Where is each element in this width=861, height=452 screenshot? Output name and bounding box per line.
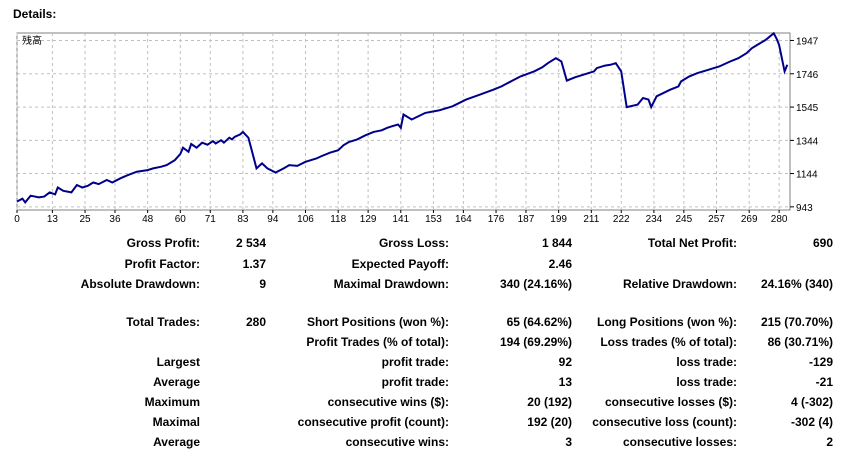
x-tick-label: 0 [14, 214, 20, 225]
x-tick-label: 106 [297, 214, 314, 225]
max-consecutive-losses-value: 4 (-302) [790, 395, 833, 409]
maximal-consecutive-profit-label: consecutive profit (count): [297, 415, 449, 429]
loss-trades-label: Loss trades (% of total): [600, 335, 737, 349]
expected-payoff-value: 2.46 [548, 257, 572, 271]
loss-trades-value: 86 (30.71%) [767, 335, 833, 349]
balance-chart: 残高 943 1144 1344 1545 1746 1947 0 13 25 36 48 60 71… [14, 31, 819, 225]
total-trades-label: Total Trades: [126, 315, 200, 329]
total-trades-value: 280 [245, 315, 266, 329]
details-title: Details: [13, 7, 57, 21]
average-loss-trade-value: -21 [815, 375, 833, 389]
x-tick-label: 83 [237, 214, 249, 225]
gross-loss-label: Gross Loss: [378, 236, 449, 250]
max-consecutive-wins-value: 20 (192) [527, 395, 572, 409]
absolute-drawdown-label: Absolute Drawdown: [80, 277, 200, 291]
profit-trades-value: 194 (69.29%) [499, 335, 572, 349]
x-tick-label: 71 [205, 214, 217, 225]
max-consecutive-losses-label: consecutive losses ($): [604, 395, 737, 409]
absolute-drawdown-value: 9 [259, 277, 266, 291]
maximal-consecutive-loss-label: consecutive loss (count): [592, 415, 737, 429]
x-tick-label: 187 [518, 214, 535, 225]
short-positions-value: 65 (64.62%) [506, 315, 572, 329]
expected-payoff-label: Expected Payoff: [351, 257, 449, 271]
average-profit-trade-label: profit trade: [381, 375, 449, 389]
x-tick-label: 141 [392, 214, 409, 225]
largest-profit-trade-label: profit trade: [381, 355, 449, 369]
row-average-consecutive-label: Average [153, 435, 200, 449]
average-consecutive-losses-label: consecutive losses: [622, 435, 737, 449]
total-net-profit-label: Total Net Profit: [647, 236, 737, 250]
x-tick-label: 36 [109, 214, 121, 225]
gross-profit-label: Gross Profit: [126, 236, 200, 250]
maximal-consecutive-profit-value: 192 (20) [527, 415, 572, 429]
y-tick-label: 1947 [796, 36, 819, 47]
relative-drawdown-value: 24.16% (340) [760, 277, 833, 291]
profit-factor-value: 1.37 [242, 257, 266, 271]
x-tick-label: 13 [47, 214, 59, 225]
largest-profit-trade-value: 92 [558, 355, 572, 369]
largest-loss-trade-label: loss trade: [676, 355, 737, 369]
gross-profit-value: 2 534 [235, 236, 266, 250]
row-average-label: Average [153, 375, 200, 389]
average-profit-trade-value: 13 [558, 375, 572, 389]
maximal-drawdown-value: 340 (24.16%) [499, 277, 572, 291]
x-tick-label: 118 [330, 214, 346, 225]
x-tick-label: 60 [175, 214, 187, 225]
maximal-drawdown-label: Maximal Drawdown: [333, 277, 449, 291]
maximal-consecutive-loss-value: -302 (4) [790, 415, 833, 429]
average-loss-trade-label: loss trade: [676, 375, 737, 389]
long-positions-label: Long Positions (won %): [597, 315, 737, 329]
gross-loss-value: 1 844 [541, 236, 572, 250]
average-consecutive-losses-value: 2 [826, 435, 833, 449]
row-maximum-label: Maximum [144, 395, 200, 409]
x-tick-label: 280 [771, 214, 788, 225]
x-tick-label: 94 [267, 214, 279, 225]
y-axis-ticks: 943 1144 1344 1545 1746 1947 [790, 36, 819, 214]
x-tick-label: 129 [360, 214, 377, 225]
max-consecutive-wins-label: consecutive wins ($): [327, 395, 449, 409]
x-tick-label: 164 [455, 214, 472, 225]
profit-factor-label: Profit Factor: [124, 257, 200, 271]
x-tick-label: 269 [741, 214, 758, 225]
y-tick-label: 943 [796, 203, 813, 214]
y-tick-label: 1144 [796, 170, 818, 181]
average-consecutive-wins-value: 3 [565, 435, 572, 449]
chart-grid [16, 33, 790, 210]
row-largest-label: Largest [156, 355, 200, 369]
average-consecutive-wins-label: consecutive wins: [345, 435, 449, 449]
short-positions-label: Short Positions (won %): [307, 315, 449, 329]
y-tick-label: 1545 [796, 103, 819, 114]
profit-trades-label: Profit Trades (% of total): [306, 335, 449, 349]
balance-line [16, 31, 789, 205]
x-tick-label: 25 [79, 214, 91, 225]
x-tick-label: 211 [583, 214, 599, 225]
x-tick-label: 48 [142, 214, 154, 225]
x-tick-label: 245 [676, 214, 693, 225]
total-net-profit-value: 690 [812, 236, 833, 250]
x-tick-label: 199 [550, 214, 567, 225]
x-tick-label: 176 [488, 214, 505, 225]
x-tick-label: 257 [708, 214, 725, 225]
x-axis-ticks: 0 13 25 36 48 60 71 83 94 106 118 129 141 153 164 176 18… [14, 210, 788, 225]
y-tick-label: 1344 [796, 136, 819, 147]
x-tick-label: 222 [613, 214, 630, 225]
relative-drawdown-label: Relative Drawdown: [622, 277, 737, 291]
largest-loss-trade-value: -129 [808, 355, 833, 369]
plot-area [16, 32, 791, 211]
y-tick-label: 1746 [796, 70, 819, 81]
row-maximal-label: Maximal [152, 415, 200, 429]
x-tick-label: 234 [646, 214, 663, 225]
long-positions-value: 215 (70.70%) [760, 315, 833, 329]
legend-label: 残高 [22, 34, 42, 47]
x-tick-label: 153 [425, 214, 442, 225]
